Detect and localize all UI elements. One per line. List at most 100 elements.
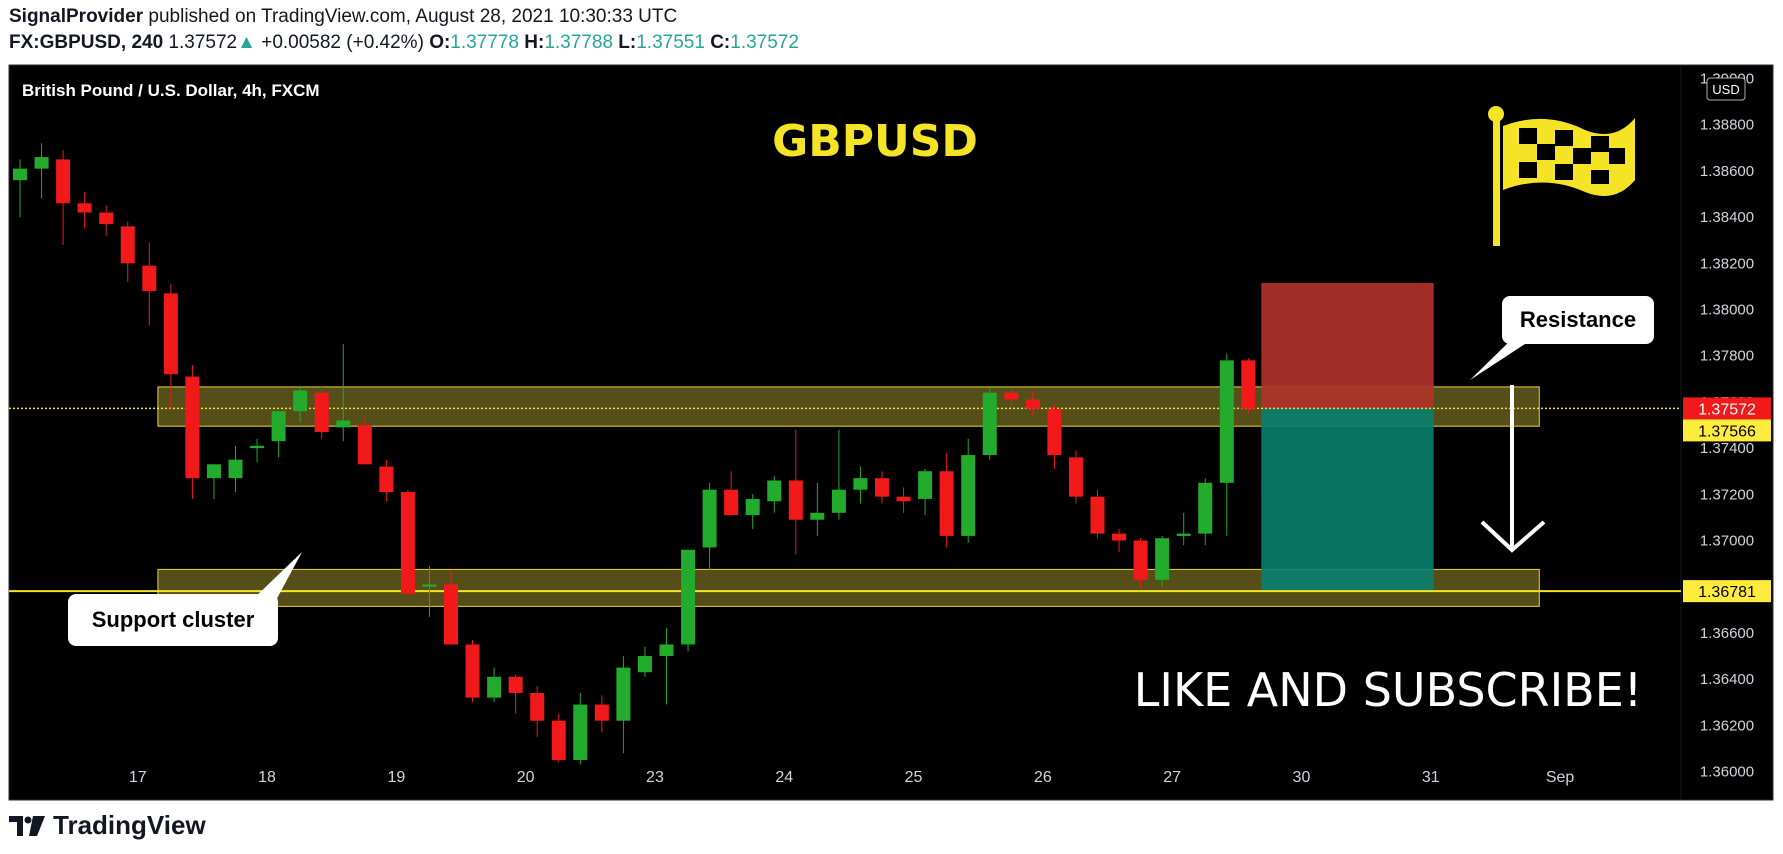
close-label: C: (710, 32, 731, 53)
candle[interactable] (1090, 489, 1105, 539)
candle-body (185, 376, 200, 479)
candle[interactable] (336, 344, 351, 442)
candle-body (465, 644, 480, 698)
candle-body (1025, 399, 1040, 409)
x-tick-label: 18 (258, 769, 276, 786)
candle[interactable] (293, 385, 308, 423)
candle[interactable] (163, 284, 178, 409)
candle[interactable] (422, 565, 437, 617)
candle[interactable] (594, 695, 609, 733)
candle-body (810, 512, 825, 520)
candle[interactable] (961, 438, 976, 543)
x-tick-label: 23 (646, 769, 664, 786)
candle-body (120, 226, 135, 264)
candle[interactable] (788, 429, 803, 555)
candle[interactable] (681, 549, 696, 652)
candle[interactable] (99, 205, 114, 236)
x-tick-label: 31 (1422, 769, 1440, 786)
candle[interactable] (142, 242, 157, 326)
candle[interactable] (724, 471, 739, 516)
candle[interactable] (400, 489, 415, 596)
checkered-flag-icon (1488, 106, 1635, 246)
candle[interactable] (637, 646, 652, 677)
candle-body (767, 480, 782, 502)
candle-body (1198, 482, 1213, 534)
candle[interactable] (702, 482, 717, 571)
candle-body (228, 459, 243, 479)
candle-body (142, 265, 157, 292)
candle[interactable] (745, 494, 760, 529)
candle[interactable] (939, 452, 954, 548)
candle[interactable] (487, 667, 502, 703)
y-tick-label: 1.38000 (1700, 302, 1754, 319)
candle[interactable] (616, 656, 631, 754)
candle[interactable] (1155, 535, 1170, 587)
candle[interactable] (1047, 404, 1062, 469)
candle-body (34, 157, 49, 169)
candle[interactable] (228, 445, 243, 493)
candle[interactable] (508, 674, 523, 714)
candle[interactable] (1025, 390, 1040, 416)
candle[interactable] (314, 385, 329, 439)
x-tick-label: 26 (1034, 769, 1052, 786)
candle[interactable] (250, 438, 265, 462)
candle[interactable] (206, 464, 221, 499)
candle[interactable] (34, 143, 49, 199)
published-text: published on TradingView.com, August 28,… (148, 6, 678, 27)
candle[interactable] (56, 150, 71, 245)
candle-body (379, 466, 394, 493)
tradingview-logo-icon (9, 815, 45, 836)
candle[interactable] (465, 639, 480, 703)
currency-badge (1706, 77, 1746, 101)
candle[interactable] (1004, 388, 1019, 407)
candle[interactable] (120, 221, 135, 282)
author-name[interactable]: SignalProvider (9, 6, 144, 27)
candle-body (637, 656, 652, 673)
candle[interactable] (875, 471, 889, 504)
candle[interactable] (1133, 538, 1148, 590)
candle[interactable] (982, 388, 997, 460)
candle[interactable] (1176, 512, 1191, 546)
candle[interactable] (1068, 450, 1083, 504)
candle[interactable] (444, 570, 458, 645)
candle-body (13, 168, 27, 181)
candle-body (724, 489, 739, 516)
candle[interactable] (185, 364, 200, 499)
candle[interactable] (271, 411, 286, 458)
y-tick-label: 1.38400 (1700, 209, 1754, 226)
candle[interactable] (530, 686, 545, 737)
currency-label: USD (1712, 82, 1739, 97)
candle-body (939, 471, 954, 536)
candle[interactable] (853, 466, 868, 504)
candle-body (1112, 533, 1127, 541)
candle[interactable] (379, 459, 394, 502)
tradingview-footer[interactable]: TradingView (9, 810, 206, 841)
candle[interactable] (77, 191, 92, 229)
close-value: 1.37572 (730, 32, 799, 53)
candle-body (702, 489, 717, 548)
candle-body (1241, 360, 1256, 409)
candle[interactable] (1112, 528, 1127, 553)
resistance-callout: Resistance (1470, 296, 1654, 380)
candle[interactable] (896, 487, 911, 513)
candle[interactable] (1241, 358, 1256, 414)
candle[interactable] (810, 482, 825, 536)
candle[interactable] (573, 692, 588, 765)
candle[interactable] (357, 418, 372, 465)
candle-body (487, 676, 502, 698)
candle[interactable] (918, 468, 933, 516)
candle[interactable] (1198, 478, 1213, 546)
candle[interactable] (551, 713, 566, 763)
brand-name: TradingView (53, 810, 206, 840)
candle-body (745, 498, 760, 516)
candle[interactable] (831, 429, 846, 520)
take-profit-zone (1261, 408, 1434, 592)
candle-body (551, 720, 566, 760)
candle-body (422, 584, 437, 587)
candle[interactable] (13, 159, 27, 218)
candle[interactable] (767, 475, 782, 513)
candle[interactable] (1219, 353, 1234, 536)
down-arrow-icon (1480, 385, 1546, 553)
candle[interactable] (659, 628, 674, 705)
